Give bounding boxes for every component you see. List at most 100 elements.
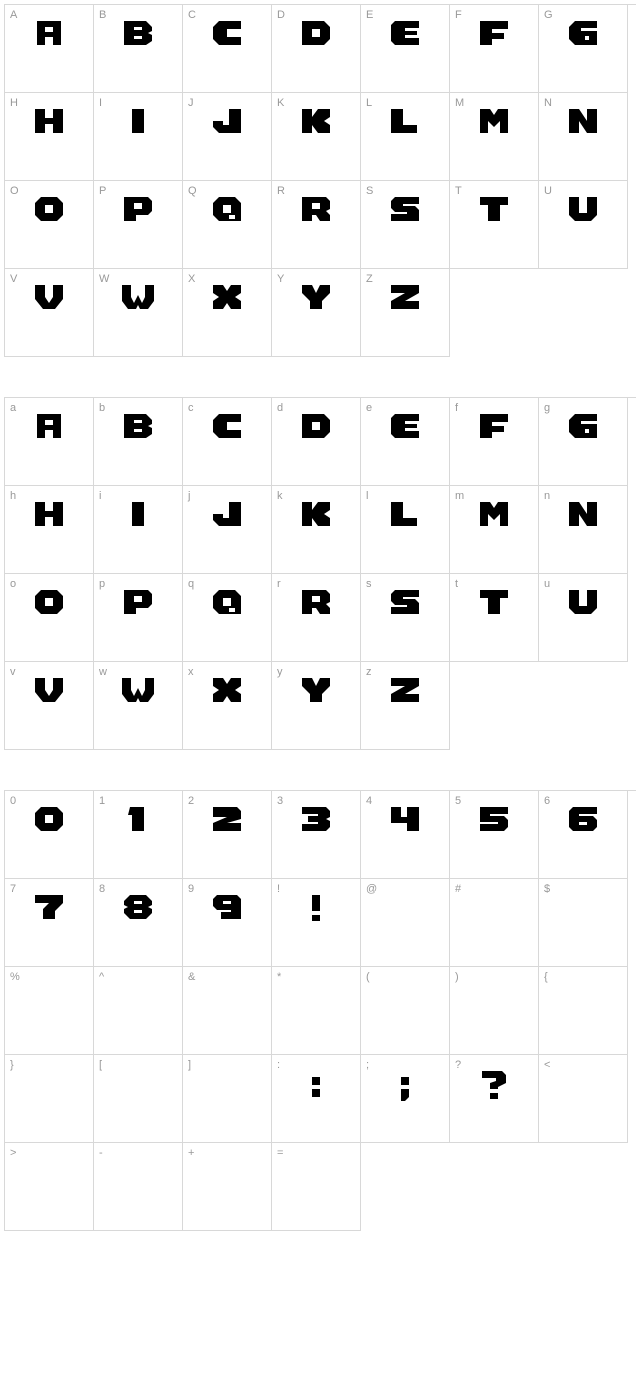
cell-label: ^ (99, 971, 104, 983)
glyph (361, 15, 449, 55)
glyph-cell: 8 (94, 879, 183, 967)
glyph-cell: N (539, 93, 628, 181)
glyph-cell: I (94, 93, 183, 181)
glyph-cell: = (272, 1143, 361, 1231)
glyph (183, 672, 271, 712)
glyph-cell: 4 (361, 791, 450, 879)
glyph-cell: 1 (94, 791, 183, 879)
glyph-cell: o (5, 574, 94, 662)
glyph-cell: 0 (5, 791, 94, 879)
glyph-cell: g (539, 398, 628, 486)
glyph (94, 584, 182, 624)
glyph-cell: 6 (539, 791, 628, 879)
glyph-cell: K (272, 93, 361, 181)
glyph (5, 15, 93, 55)
glyph-cell: r (272, 574, 361, 662)
empty-cell (539, 269, 628, 357)
glyph-cell: C (183, 5, 272, 93)
glyph-cell: 7 (5, 879, 94, 967)
empty-cell (539, 1143, 628, 1231)
glyph-cell: ^ (94, 967, 183, 1055)
glyph-cell: P (94, 181, 183, 269)
glyph-cell: - (94, 1143, 183, 1231)
glyph (539, 15, 627, 55)
glyph (450, 103, 538, 143)
glyph-cell: D (272, 5, 361, 93)
glyph (272, 1065, 360, 1105)
glyph (361, 584, 449, 624)
cell-label: ( (366, 971, 370, 983)
glyph-cell: E (361, 5, 450, 93)
cell-label: + (188, 1147, 194, 1159)
glyph-cell: * (272, 967, 361, 1055)
glyph-cell: m (450, 486, 539, 574)
glyph (361, 191, 449, 231)
glyph-cell: [ (94, 1055, 183, 1143)
glyph-cell: X (183, 269, 272, 357)
glyph-cell: q (183, 574, 272, 662)
section-uppercase: ABCDEFGHIJKLMNOPQRSTUVWXYZ (4, 4, 636, 357)
cell-label: $ (544, 883, 550, 895)
glyph (183, 191, 271, 231)
glyph-cell: ) (450, 967, 539, 1055)
cell-label: - (99, 1147, 103, 1159)
glyph (272, 496, 360, 536)
glyph (94, 801, 182, 841)
glyph (183, 408, 271, 448)
glyph-cell: k (272, 486, 361, 574)
glyph-cell: ! (272, 879, 361, 967)
glyph-cell: h (5, 486, 94, 574)
glyph (183, 103, 271, 143)
glyph-cell: u (539, 574, 628, 662)
glyph (5, 279, 93, 319)
glyph (183, 279, 271, 319)
glyph (183, 496, 271, 536)
glyph (450, 408, 538, 448)
glyph-grid: ABCDEFGHIJKLMNOPQRSTUVWXYZ (4, 4, 636, 357)
cell-label: } (10, 1059, 14, 1071)
glyph-cell: { (539, 967, 628, 1055)
glyph-cell: F (450, 5, 539, 93)
glyph-cell: M (450, 93, 539, 181)
glyph-cell: 9 (183, 879, 272, 967)
glyph-cell: S (361, 181, 450, 269)
glyph (539, 584, 627, 624)
glyph-cell: 3 (272, 791, 361, 879)
glyph (5, 408, 93, 448)
glyph-cell: Q (183, 181, 272, 269)
glyph (94, 15, 182, 55)
glyph (272, 801, 360, 841)
glyph-cell: f (450, 398, 539, 486)
glyph-cell: d (272, 398, 361, 486)
glyph (272, 408, 360, 448)
glyph (450, 496, 538, 536)
glyph-cell: ] (183, 1055, 272, 1143)
cell-label: = (277, 1147, 283, 1159)
glyph (361, 408, 449, 448)
glyph-cell: 2 (183, 791, 272, 879)
glyph-cell: 5 (450, 791, 539, 879)
cell-label: * (277, 971, 281, 983)
character-map: ABCDEFGHIJKLMNOPQRSTUVWXYZabcdefghijklmn… (4, 4, 636, 1231)
empty-cell (539, 662, 628, 750)
glyph-cell: + (183, 1143, 272, 1231)
glyph (361, 1065, 449, 1105)
glyph (94, 279, 182, 319)
glyph (361, 672, 449, 712)
glyph-cell: ; (361, 1055, 450, 1143)
glyph-cell: L (361, 93, 450, 181)
glyph (5, 889, 93, 929)
cell-label: & (188, 971, 195, 983)
glyph-cell: s (361, 574, 450, 662)
glyph-cell: @ (361, 879, 450, 967)
glyph-cell: W (94, 269, 183, 357)
glyph (539, 103, 627, 143)
glyph (94, 672, 182, 712)
glyph (361, 279, 449, 319)
glyph (361, 103, 449, 143)
glyph (94, 408, 182, 448)
glyph-cell: H (5, 93, 94, 181)
section-misc: 0123456789!@#$%^&*(){}[]:;?<>-+= (4, 790, 636, 1231)
glyph (272, 103, 360, 143)
glyph-cell: G (539, 5, 628, 93)
